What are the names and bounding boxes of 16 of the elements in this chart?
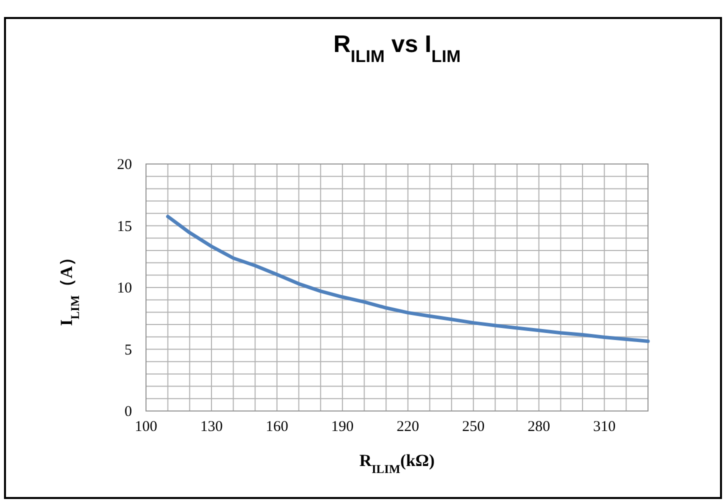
x-tick-label: 100 bbox=[134, 419, 158, 435]
x-tick-label: 250 bbox=[462, 419, 485, 435]
y-tick-label: 10 bbox=[117, 280, 132, 296]
y-tick-label: 5 bbox=[124, 342, 132, 358]
line-series bbox=[166, 214, 650, 343]
chart-title: R$_{ILIM}$ vs I$_{LIM}$ bbox=[333, 31, 461, 66]
x-tick-label: 310 bbox=[593, 419, 616, 435]
y-tick-label: 20 bbox=[117, 157, 132, 173]
x-tick-label: 190 bbox=[331, 419, 354, 435]
x-axis-title: R$_{ILIM}$(kΩ) bbox=[359, 451, 435, 476]
y-tick-label: 0 bbox=[124, 404, 132, 420]
y-tick-label: 15 bbox=[117, 218, 132, 235]
x-tick-label: 130 bbox=[200, 419, 223, 435]
x-tick-label: 280 bbox=[528, 419, 550, 435]
x-tick-label: 220 bbox=[396, 419, 420, 435]
x-tick-label: 160 bbox=[266, 419, 288, 435]
